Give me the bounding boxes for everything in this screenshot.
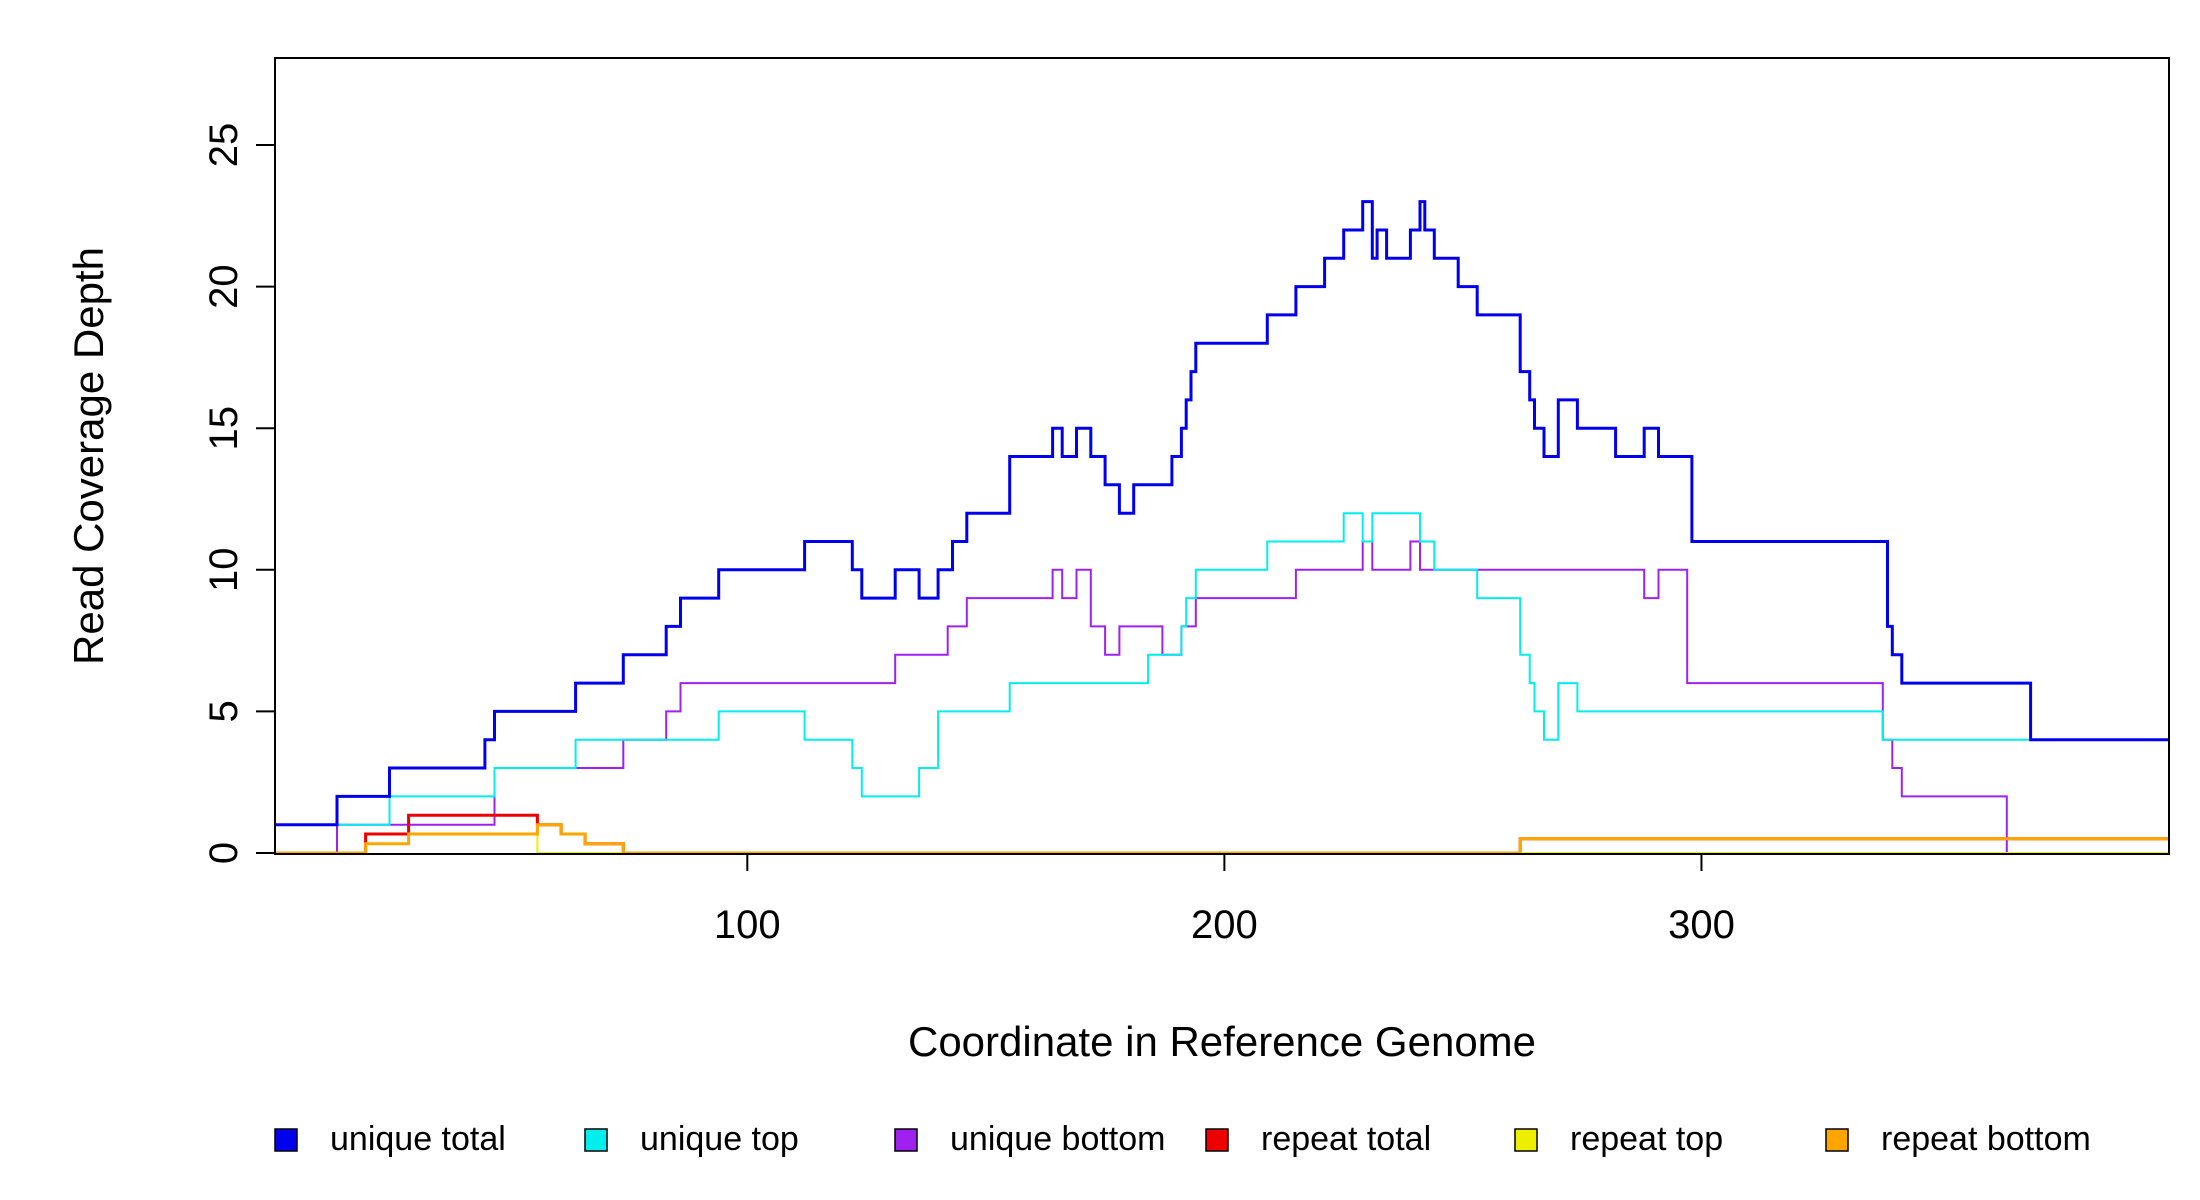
- y-tick-label: 5: [202, 700, 246, 722]
- legend-item-unique-top: unique top: [584, 1120, 799, 1158]
- x-tick-label: 100: [714, 903, 781, 947]
- legend-item-repeat-top: repeat top: [1514, 1120, 1723, 1158]
- y-axis-title: Read Coverage Depth: [65, 247, 112, 665]
- x-tick-label: 300: [1668, 903, 1735, 947]
- series-line-unique-bottom: [275, 540, 2169, 854]
- legend-swatch: [1205, 1128, 1229, 1152]
- x-axis: 100 200 300: [714, 854, 1735, 947]
- series-line-unique-total: [275, 200, 2169, 827]
- legend: unique total unique top unique bottom repea…: [274, 1120, 2091, 1158]
- y-tick-label: 25: [202, 123, 246, 168]
- series-line-repeat-top: [275, 833, 2169, 854]
- series-layer: [275, 200, 2169, 854]
- legend-item-unique-bottom: unique bottom: [894, 1120, 1166, 1158]
- y-tick-label: 15: [202, 406, 246, 451]
- legend-swatch: [894, 1128, 918, 1152]
- plot-frame: [274, 57, 2170, 855]
- series-line-repeat-bottom: [275, 823, 2169, 854]
- series-line-unique-top: [275, 512, 2169, 826]
- x-axis-title: Coordinate in Reference Genome: [908, 1018, 1536, 1065]
- legend-swatch: [274, 1128, 298, 1152]
- legend-label: repeat bottom: [1881, 1120, 2091, 1158]
- legend-item-unique-total: unique total: [274, 1120, 506, 1158]
- legend-label: unique total: [330, 1120, 506, 1158]
- y-tick-label: 20: [202, 264, 246, 309]
- legend-label: unique bottom: [950, 1120, 1166, 1158]
- series-line-repeat-total: [275, 813, 2169, 854]
- legend-swatch: [1514, 1128, 1538, 1152]
- y-tick-label: 10: [202, 548, 246, 593]
- legend-item-repeat-total: repeat total: [1205, 1120, 1431, 1158]
- legend-item-repeat-bottom: repeat bottom: [1825, 1120, 2091, 1158]
- legend-label: repeat top: [1570, 1120, 1723, 1158]
- legend-label: repeat total: [1261, 1120, 1431, 1158]
- legend-label: unique top: [640, 1120, 799, 1158]
- x-tick-label: 200: [1191, 903, 1258, 947]
- legend-swatch: [584, 1128, 608, 1152]
- y-tick-label: 0: [202, 842, 246, 864]
- legend-swatch: [1825, 1128, 1849, 1152]
- y-axis: 0 5 10 15 20 25: [202, 123, 275, 864]
